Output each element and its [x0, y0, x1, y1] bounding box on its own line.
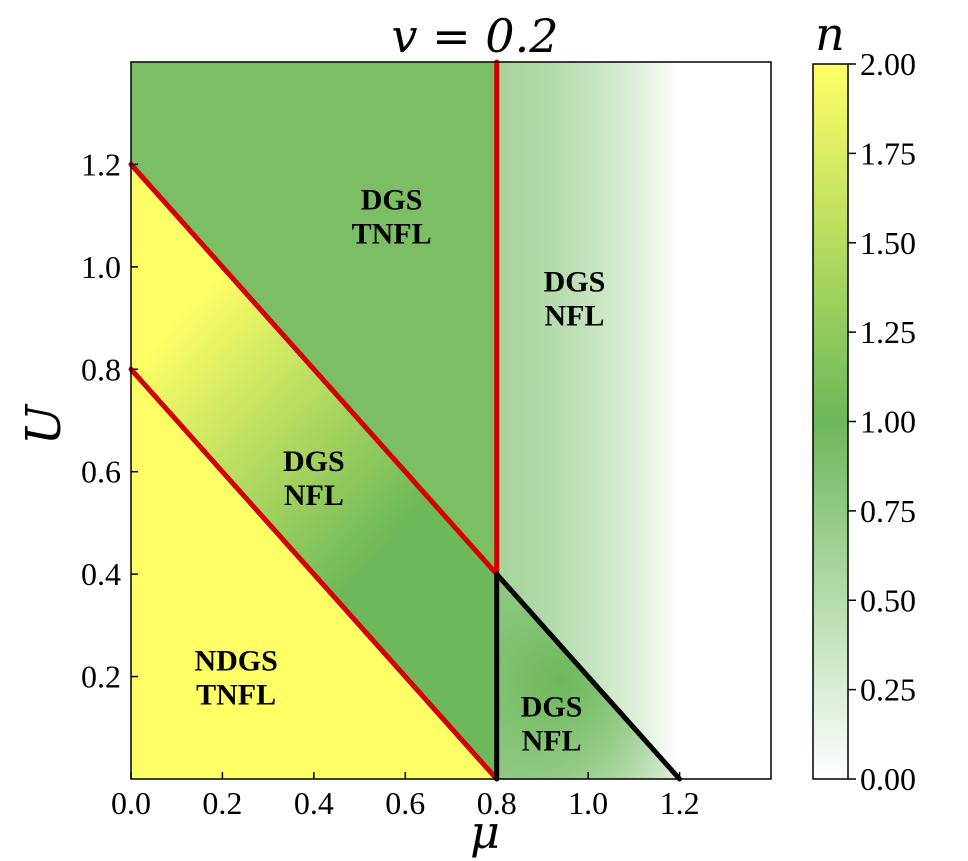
colorbar-label: n [815, 7, 845, 61]
x-axis-ticks: 0.0 0.2 0.4 0.6 0.8 1.0 1.2 [111, 772, 700, 821]
y-tick-label: 1.2 [81, 146, 121, 182]
phase-boundaries [128, 59, 683, 782]
y-axis-ticks: 0.2 0.4 0.6 0.8 1.0 1.2 [81, 146, 138, 695]
y-tick-label: 1.0 [81, 249, 121, 285]
x-tick-label: 1.2 [660, 785, 700, 821]
region-label-line2: NFL [284, 479, 344, 512]
colorbar-tick-label: 0.00 [860, 761, 916, 797]
boundary-line-1 [128, 161, 500, 577]
colorbar-tick-label: 1.00 [860, 404, 916, 440]
region-label-line1: NDGS [194, 645, 277, 678]
y-tick-label: 0.6 [81, 454, 121, 490]
x-axis-label: μ [470, 805, 500, 859]
x-tick-label: 0.4 [294, 785, 334, 821]
region-label-line2: NFL [544, 300, 604, 333]
x-tick-label: 0.6 [385, 785, 425, 821]
y-axis-label: U [16, 403, 72, 445]
region-label-line2: TNFL [196, 679, 276, 712]
region-middle-stripe [131, 164, 497, 779]
colorbar-tick-label: 0.75 [860, 493, 916, 529]
colorbar-tick-label: 1.25 [860, 314, 916, 350]
colorbar-tick-label: 0.25 [860, 672, 916, 708]
region-label-line1: DGS [521, 691, 583, 724]
region-label-line1: DGS [361, 184, 423, 217]
colorbar-tick-label: 1.50 [860, 225, 916, 261]
plot-frame [130, 61, 772, 780]
boundary-line-4 [494, 571, 683, 782]
colorbar-tick-label: 1.75 [860, 135, 916, 171]
region-top-left [131, 62, 497, 574]
region-label-line2: TNFL [352, 218, 432, 251]
chart-title: v = 0.2 [392, 9, 559, 63]
y-tick-label: 0.8 [81, 351, 121, 387]
region-label-line1: DGS [283, 445, 345, 478]
x-tick-label: 0.8 [477, 785, 517, 821]
x-tick-label: 0.0 [111, 785, 151, 821]
y-tick-label: 0.2 [81, 659, 121, 695]
x-tick-label: 0.2 [202, 785, 242, 821]
colorbar-tick-label: 2.00 [860, 46, 916, 82]
colorbar-ticks: 0.00 0.25 0.50 0.75 1.00 1.25 1.50 1.75 2.00 [848, 46, 916, 797]
colorbar [812, 63, 849, 780]
region-label-line2: NFL [522, 725, 582, 758]
y-tick-label: 0.4 [81, 556, 121, 592]
boundary-line-0 [128, 366, 500, 782]
colorbar-tick-label: 0.50 [860, 582, 916, 618]
x-tick-label: 1.0 [568, 785, 608, 821]
region-label-line1: DGS [544, 266, 606, 299]
